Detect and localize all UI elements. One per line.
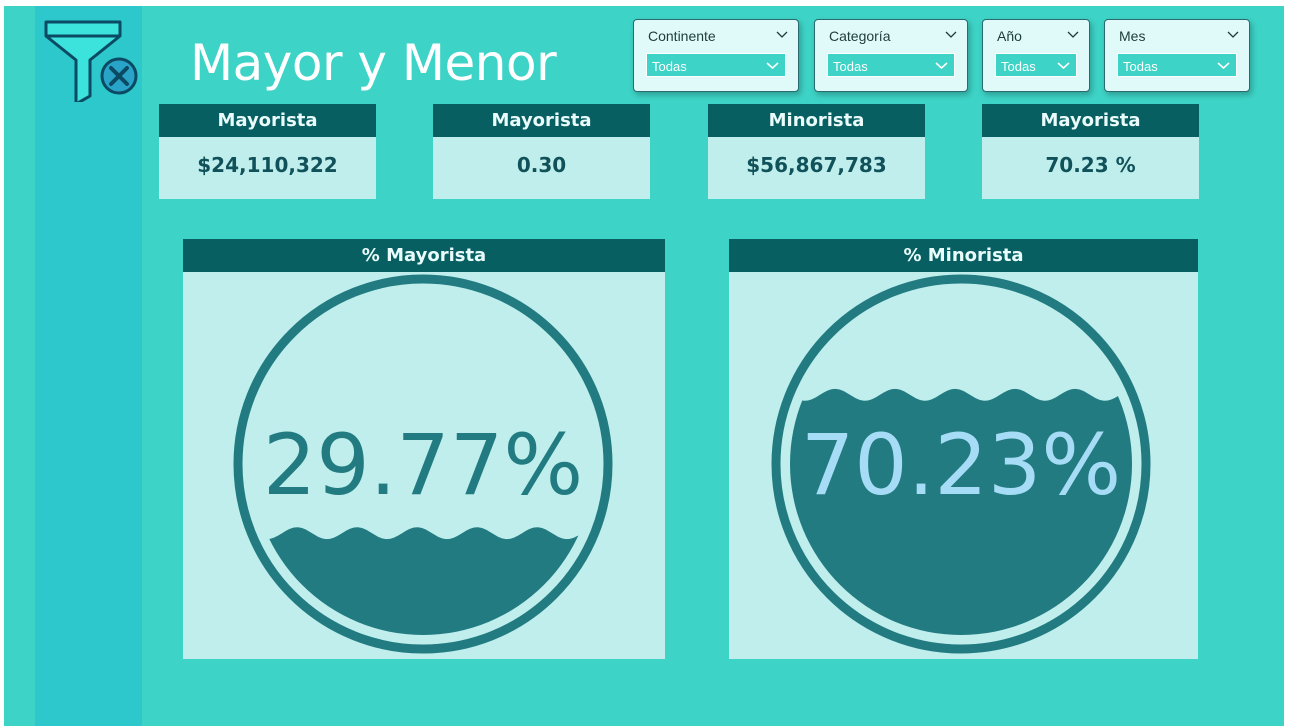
slicer-title: Mes	[1119, 28, 1146, 44]
chevron-down-icon[interactable]	[776, 29, 788, 41]
slicer-selected-value: Todas	[652, 59, 687, 74]
kpi-value: $24,110,322	[197, 153, 338, 177]
report-canvas: Mayor y Menor Continente Todas Categoría…	[4, 6, 1284, 726]
slicer-selected-value: Todas	[1001, 59, 1036, 74]
chevron-down-icon	[935, 62, 948, 70]
funnel-x-icon	[44, 20, 138, 106]
kpi-value: $56,867,783	[746, 153, 887, 177]
chevron-down-icon	[1057, 62, 1070, 70]
chevron-down-icon	[766, 62, 779, 70]
slicer-dropdown[interactable]: Todas	[827, 53, 955, 77]
kpi-label: Minorista	[708, 104, 925, 137]
gauge-liquid-fill	[790, 388, 1132, 635]
slicer-selected-value: Todas	[833, 59, 868, 74]
page-title: Mayor y Menor	[190, 34, 557, 92]
gauge-percent-label: 70.23%	[801, 416, 1121, 514]
kpi-card: Mayorista 70.23 %	[982, 104, 1199, 199]
slicer-dropdown[interactable]: Todas	[1117, 53, 1237, 77]
gauge-card-mayorista: % Mayorista 29.77%	[183, 239, 665, 659]
chevron-down-icon[interactable]	[945, 29, 957, 41]
slicer-selected-value: Todas	[1123, 59, 1158, 74]
gauge-title: % Mayorista	[183, 239, 665, 272]
slicer-title: Año	[997, 28, 1022, 44]
chevron-down-icon	[1217, 62, 1230, 70]
slicer-title: Continente	[648, 28, 716, 44]
gauge-title: % Minorista	[729, 239, 1198, 272]
slicer-continente: Continente Todas	[633, 19, 799, 92]
kpi-value: 70.23 %	[1045, 153, 1136, 177]
slicer-mes: Mes Todas	[1104, 19, 1250, 92]
liquid-fill-gauge: 70.23%	[771, 274, 1151, 654]
kpi-label: Mayorista	[159, 104, 376, 137]
kpi-label: Mayorista	[433, 104, 650, 137]
clear-filters-button[interactable]	[42, 18, 142, 106]
slicer-anio: Año Todas	[982, 19, 1090, 92]
slicer-categoria: Categoría Todas	[814, 19, 968, 92]
gauge-ring	[233, 274, 613, 654]
chevron-down-icon[interactable]	[1227, 29, 1239, 41]
gauge-percent-label: 29.77%	[263, 416, 583, 514]
kpi-card: Mayorista 0.30	[433, 104, 650, 199]
slicer-dropdown[interactable]: Todas	[995, 53, 1077, 77]
gauge-liquid-fill	[252, 527, 594, 635]
slicer-dropdown[interactable]: Todas	[646, 53, 786, 77]
chevron-down-icon[interactable]	[1067, 29, 1079, 41]
kpi-value: 0.30	[516, 153, 567, 177]
kpi-card: Minorista $56,867,783	[708, 104, 925, 199]
liquid-fill-gauge: 29.77%	[233, 274, 613, 654]
gauge-ring	[771, 274, 1151, 654]
kpi-card: Mayorista $24,110,322	[159, 104, 376, 199]
kpi-label: Mayorista	[982, 104, 1199, 137]
gauge-card-minorista: % Minorista 70.23%	[729, 239, 1198, 659]
slicer-title: Categoría	[829, 28, 891, 44]
sidebar	[35, 6, 142, 726]
